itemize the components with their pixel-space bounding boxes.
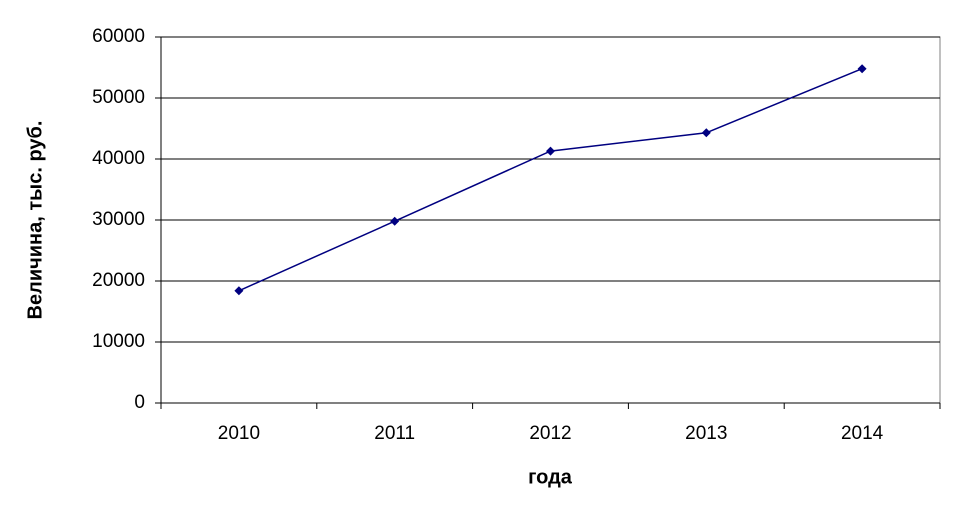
x-axis-label: года: [528, 466, 573, 488]
x-tick-label: 2012: [529, 423, 571, 444]
y-tick-label: 50000: [92, 87, 145, 108]
y-tick-label: 0: [134, 392, 145, 413]
y-tick-label: 10000: [92, 331, 145, 352]
marker: [857, 64, 867, 74]
x-tick-label: 2013: [685, 423, 727, 444]
marker: [546, 146, 555, 156]
marker: [701, 128, 711, 138]
x-tick-label: 2014: [841, 423, 884, 444]
y-tick-label: 40000: [92, 148, 145, 169]
y-axis-label: Величина, тыс. руб.: [24, 121, 46, 320]
marker: [390, 216, 400, 226]
marker: [234, 286, 244, 296]
y-tick-label: 20000: [92, 270, 145, 291]
x-tick-label: 2011: [374, 423, 415, 444]
line: [238, 68, 863, 292]
x-tick-label: 2010: [218, 423, 260, 444]
y-tick-label: 60000: [92, 26, 145, 47]
y-tick-label: 30000: [92, 209, 145, 230]
